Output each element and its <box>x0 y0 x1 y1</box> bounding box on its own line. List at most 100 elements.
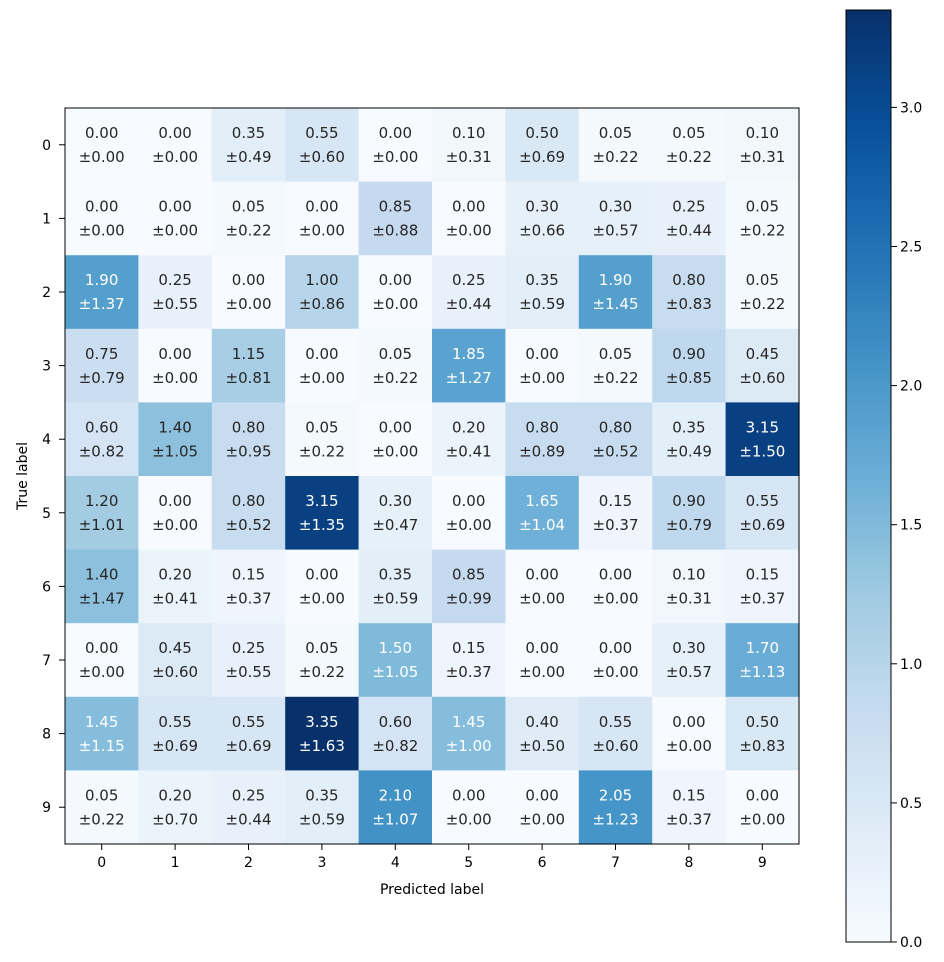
heatmap-cell <box>138 328 213 403</box>
cell-value-label: 0.20 <box>158 786 191 804</box>
cell-value-label: 0.35 <box>305 786 338 804</box>
cell-value-label: 0.00 <box>305 345 338 363</box>
cell-error-label: ±0.88 <box>372 222 418 240</box>
colorbar-gradient <box>845 9 892 943</box>
heatmap-cell <box>285 181 360 256</box>
cell-value-label: 1.45 <box>452 713 485 731</box>
cell-error-label: ±1.47 <box>79 590 125 608</box>
heatmap-cell <box>211 476 286 551</box>
heatmap-cell <box>211 255 286 330</box>
cell-error-label: ±0.22 <box>739 222 785 240</box>
cell-error-label: ±0.00 <box>299 369 345 387</box>
heatmap-cell <box>358 181 433 256</box>
cell-error-label: ±0.31 <box>666 590 712 608</box>
cell-error-label: ±0.22 <box>299 663 345 681</box>
cell-value-label: 0.00 <box>85 198 118 216</box>
cell-value-label: 1.50 <box>379 639 412 657</box>
cell-value-label: 0.55 <box>158 713 191 731</box>
heatmap-cell <box>505 255 580 330</box>
cell-value-label: 0.00 <box>85 124 118 142</box>
cell-error-label: ±0.22 <box>226 222 272 240</box>
cell-value-label: 0.05 <box>746 198 779 216</box>
cell-error-label: ±0.81 <box>226 369 272 387</box>
cell-error-label: ±1.15 <box>79 737 125 755</box>
cell-error-label: ±1.00 <box>446 737 492 755</box>
heatmap-cell <box>652 476 727 551</box>
heatmap-cell <box>65 402 139 477</box>
cell-error-label: ±0.47 <box>372 516 418 534</box>
cell-value-label: 0.30 <box>379 492 412 510</box>
cell-value-label: 0.00 <box>85 639 118 657</box>
cell-value-label: 0.35 <box>232 124 265 142</box>
heatmap-cell <box>432 181 506 256</box>
cell-error-label: ±0.00 <box>446 222 492 240</box>
heatmap-cell <box>358 476 433 551</box>
cell-value-label: 0.80 <box>672 271 705 289</box>
cell-value-label: 0.55 <box>305 124 338 142</box>
cell-error-label: ±0.00 <box>226 295 272 313</box>
cell-value-label: 0.80 <box>232 418 265 436</box>
cell-value-label: 1.65 <box>525 492 558 510</box>
cell-error-label: ±0.60 <box>593 737 639 755</box>
cell-error-label: ±0.00 <box>519 663 565 681</box>
cell-value-label: 0.05 <box>305 639 338 657</box>
cell-error-label: ±0.00 <box>593 590 639 608</box>
cell-error-label: ±1.05 <box>372 663 418 681</box>
cell-value-label: 0.00 <box>525 566 558 584</box>
heatmap-cell <box>725 255 800 330</box>
cell-value-label: 1.45 <box>85 713 118 731</box>
cell-value-label: 0.90 <box>672 492 705 510</box>
heatmap-cell <box>65 476 139 551</box>
cell-error-label: ±0.22 <box>593 148 639 166</box>
heatmap-cell <box>578 623 653 698</box>
heatmap-cell <box>211 328 286 403</box>
cell-value-label: 0.75 <box>85 345 118 363</box>
heatmap-cell <box>505 402 580 477</box>
cell-value-label: 0.05 <box>232 198 265 216</box>
x-tick-label: 4 <box>391 855 400 871</box>
heatmap-cell <box>578 770 653 845</box>
cell-value-label: 0.80 <box>232 492 265 510</box>
cell-value-label: 0.05 <box>85 786 118 804</box>
colorbar-tick-label: 1.0 <box>900 657 922 673</box>
heatmap-cell <box>138 181 213 256</box>
heatmap-cell <box>358 549 433 624</box>
cell-value-label: 1.90 <box>85 271 118 289</box>
cell-value-label: 0.55 <box>746 492 779 510</box>
heatmap-cell <box>578 696 653 771</box>
heatmap-cell <box>358 328 433 403</box>
cell-error-label: ±0.00 <box>299 590 345 608</box>
cell-error-label: ±0.83 <box>666 295 712 313</box>
heatmap-cell <box>725 328 800 403</box>
cell-error-label: ±1.45 <box>593 295 639 313</box>
y-tick-label: 6 <box>42 579 51 595</box>
cell-value-label: 0.10 <box>672 566 705 584</box>
cell-value-label: 0.20 <box>452 418 485 436</box>
heatmap-cell <box>65 623 139 698</box>
cell-value-label: 0.80 <box>599 418 632 436</box>
cell-value-label: 0.25 <box>158 271 191 289</box>
heatmap-cell <box>358 255 433 330</box>
cell-value-label: 0.35 <box>379 566 412 584</box>
heatmap-cell <box>505 328 580 403</box>
cell-error-label: ±0.00 <box>666 737 712 755</box>
cell-value-label: 0.10 <box>452 124 485 142</box>
colorbar: 0.0 0.5 1.0 1.5 2.0 2.5 3.0 <box>845 9 922 951</box>
heatmap-cell <box>138 623 213 698</box>
cell-value-label: 0.00 <box>452 198 485 216</box>
heatmap-cell <box>578 255 653 330</box>
cell-error-label: ±1.35 <box>299 516 345 534</box>
cell-error-label: ±0.00 <box>593 663 639 681</box>
cell-error-label: ±0.82 <box>79 442 125 460</box>
cell-error-label: ±0.00 <box>79 222 125 240</box>
cell-error-label: ±0.69 <box>519 148 565 166</box>
x-tick-label: 8 <box>684 855 693 871</box>
heatmap-cell <box>725 549 800 624</box>
cell-error-label: ±0.37 <box>593 516 639 534</box>
colorbar-tick-label: 2.5 <box>900 239 922 255</box>
plot-frame <box>64 107 800 845</box>
cell-error-label: ±0.99 <box>446 590 492 608</box>
heatmap-cell <box>652 696 727 771</box>
cell-value-label: 0.50 <box>525 124 558 142</box>
